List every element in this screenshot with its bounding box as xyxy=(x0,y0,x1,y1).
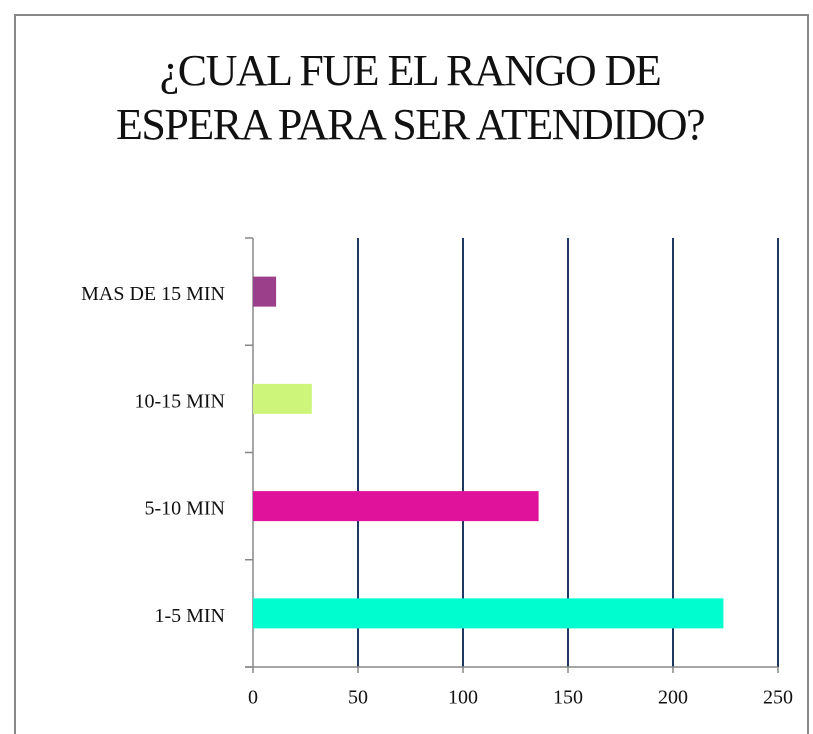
x-tick-label: 100 xyxy=(448,687,478,709)
y-tick-label: 5-10 MIN xyxy=(144,498,225,520)
frame xyxy=(14,14,809,734)
bar xyxy=(253,276,277,307)
y-tick-label: 1-5 MIN xyxy=(154,605,225,627)
y-tick-label: MAS DE 15 MIN xyxy=(81,283,225,305)
x-tick-label: 0 xyxy=(248,687,258,709)
bar xyxy=(253,491,539,522)
bar xyxy=(253,383,312,414)
chart-title: ¿CUAL FUE EL RANGO DE ESPERA PARA SER AT… xyxy=(116,46,706,149)
x-tick-label: 200 xyxy=(658,687,688,709)
x-tick-label: 250 xyxy=(763,687,793,709)
x-tick-label: 50 xyxy=(348,687,368,709)
x-tick-label: 150 xyxy=(553,687,583,709)
y-tick-label: 10-15 MIN xyxy=(134,390,225,412)
bar xyxy=(253,598,724,629)
